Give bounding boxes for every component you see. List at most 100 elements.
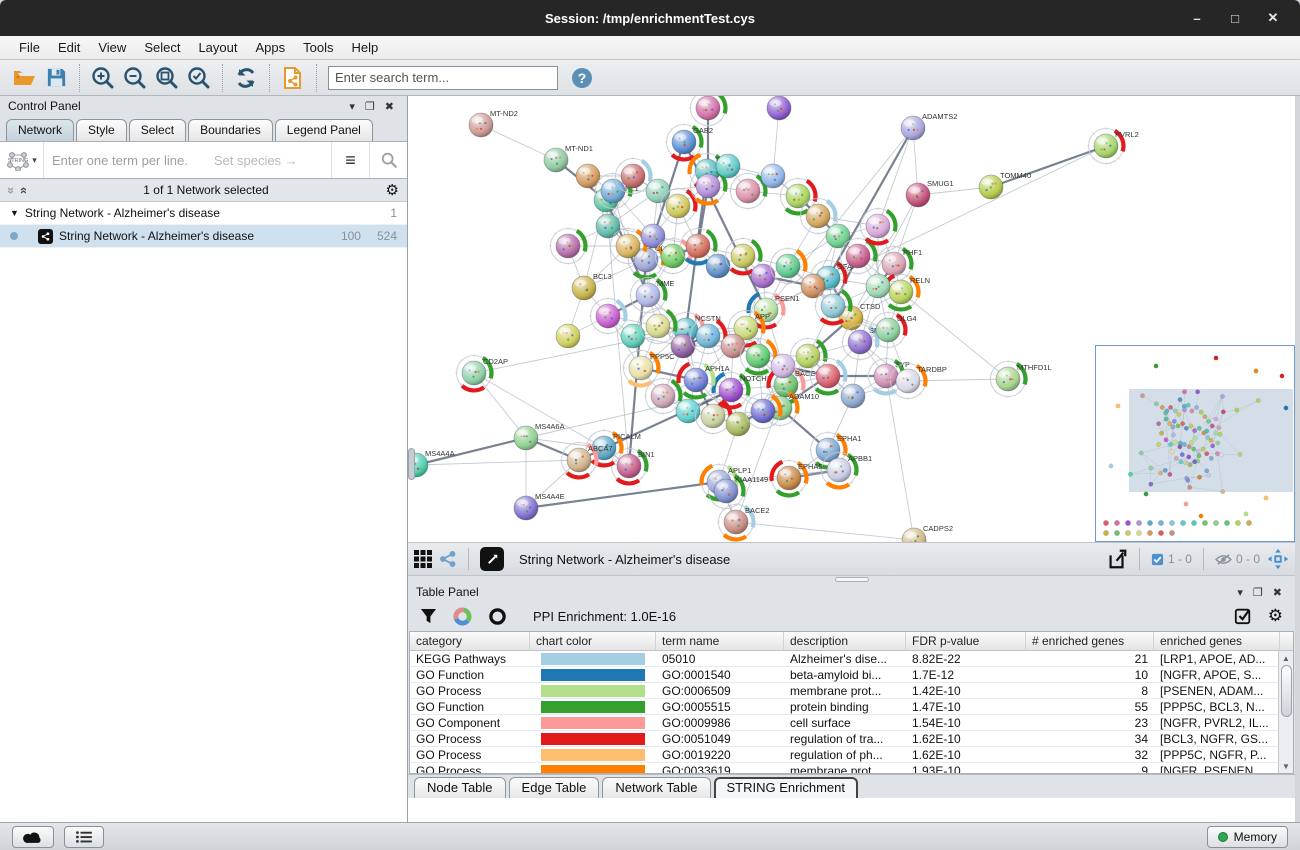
menu-layout[interactable]: Layout xyxy=(198,40,238,55)
network-node[interactable] xyxy=(575,163,601,189)
selected-count-badge[interactable]: 1 - 0 xyxy=(1151,552,1192,566)
open-session-button[interactable] xyxy=(8,63,40,93)
network-canvas[interactable]: MT-ND2MT-ND1VSNL1GAB2IRS1ADAMTS2SMUG1TOM… xyxy=(408,96,1295,543)
tab-select[interactable]: Select xyxy=(128,119,187,141)
grid-view-icon[interactable] xyxy=(414,550,432,568)
panel-float-icon[interactable]: ❐ xyxy=(364,100,375,113)
network-node[interactable] xyxy=(859,207,898,246)
network-node[interactable] xyxy=(799,197,838,235)
network-node[interactable]: MT-ND2 xyxy=(468,109,518,138)
network-node[interactable]: RELN xyxy=(881,273,930,312)
network-node[interactable] xyxy=(595,213,621,239)
table-row[interactable]: GO Function GO:0005515 protein binding 1.47… xyxy=(410,699,1278,715)
panel-menu-icon[interactable]: ▾ xyxy=(1237,586,1243,599)
ring-chart-icon[interactable] xyxy=(488,607,507,626)
network-node[interactable]: ABCA7 xyxy=(560,441,613,480)
tab-network[interactable]: Network xyxy=(6,119,75,141)
column-header-chart-color[interactable]: chart color xyxy=(530,632,656,650)
network-node[interactable]: BCL3 xyxy=(571,272,612,301)
panel-menu-icon[interactable]: ▾ xyxy=(349,100,355,113)
network-node[interactable]: MS4A6A xyxy=(513,422,565,451)
network-node[interactable]: BACE2 xyxy=(717,503,770,542)
zoom-fit-button[interactable] xyxy=(151,63,183,93)
import-network-button[interactable] xyxy=(277,63,309,93)
zoom-in-button[interactable] xyxy=(87,63,119,93)
string-search-button[interactable] xyxy=(369,142,407,178)
network-node[interactable]: MME xyxy=(629,276,675,314)
network-node[interactable]: TARDBP xyxy=(889,362,947,400)
tab-legend-panel[interactable]: Legend Panel xyxy=(274,119,373,141)
menu-help[interactable]: Help xyxy=(351,40,379,55)
export-network-icon[interactable] xyxy=(1106,548,1128,570)
tab-string-enrichment[interactable]: STRING Enrichment xyxy=(713,777,858,798)
network-node[interactable] xyxy=(729,172,768,210)
network-node[interactable]: MTHFD1L xyxy=(989,360,1052,398)
network-node[interactable] xyxy=(594,172,633,210)
column-header-term-name[interactable]: term name xyxy=(656,632,784,650)
network-node[interactable]: KIAA1149 xyxy=(707,472,768,510)
network-node[interactable]: BIN1 xyxy=(610,447,655,486)
scroll-down-icon[interactable]: ▼ xyxy=(1282,761,1290,771)
network-node[interactable] xyxy=(825,223,851,249)
scrollbar-thumb[interactable] xyxy=(1280,665,1292,717)
table-row[interactable]: GO Component GO:0009986 cell surface 1.54E-… xyxy=(410,715,1278,731)
save-session-button[interactable] xyxy=(40,63,72,93)
network-node[interactable] xyxy=(589,297,628,335)
network-node[interactable] xyxy=(840,383,866,409)
network-node[interactable] xyxy=(640,223,666,249)
menu-edit[interactable]: Edit xyxy=(57,40,81,55)
memory-button[interactable]: Memory xyxy=(1206,825,1288,848)
network-node[interactable] xyxy=(724,237,763,276)
close-button[interactable]: ✕ xyxy=(1267,10,1279,25)
network-node[interactable] xyxy=(549,227,588,265)
string-options-button[interactable]: ≡ xyxy=(331,142,369,178)
panel-close-icon[interactable]: ✖ xyxy=(1272,586,1282,599)
select-rows-checkbox-icon[interactable] xyxy=(1234,607,1252,625)
scroll-up-icon[interactable]: ▲ xyxy=(1282,653,1290,663)
network-node[interactable]: GAB2 xyxy=(665,123,713,162)
network-node[interactable] xyxy=(679,227,718,266)
table-vertical-scrollbar[interactable]: ▲ ▼ xyxy=(1278,651,1293,773)
network-node[interactable]: NOTCH1 xyxy=(711,371,771,410)
network-node[interactable] xyxy=(725,411,751,437)
search-input[interactable] xyxy=(328,65,558,90)
string-protein-query-button[interactable]: STRING ▾ xyxy=(0,142,44,178)
hidden-count-badge[interactable]: 0 - 0 xyxy=(1215,552,1260,566)
column-header-num-genes[interactable]: # enriched genes xyxy=(1026,632,1154,650)
filter-icon[interactable] xyxy=(420,608,437,625)
pan-navigate-icon[interactable] xyxy=(1267,548,1289,570)
tab-node-table[interactable]: Node Table xyxy=(414,777,506,798)
tab-edge-table[interactable]: Edge Table xyxy=(508,777,600,798)
zoom-out-button[interactable] xyxy=(119,63,151,93)
network-node[interactable] xyxy=(670,333,696,359)
menu-select[interactable]: Select xyxy=(144,40,181,55)
network-node[interactable]: SMUG1 xyxy=(905,179,954,208)
column-header-category[interactable]: category xyxy=(410,632,530,650)
network-node[interactable] xyxy=(766,96,792,121)
collapse-triangle-icon[interactable]: ▼ xyxy=(10,208,19,218)
network-node[interactable] xyxy=(744,392,783,430)
network-node[interactable] xyxy=(769,247,808,285)
table-row[interactable]: GO Process GO:0051049 regulation of tra...… xyxy=(410,731,1278,747)
table-row[interactable]: GO Process GO:0019220 regulation of ph... 1… xyxy=(410,747,1278,763)
network-node[interactable]: DLG4 xyxy=(869,311,917,349)
menu-file[interactable]: File xyxy=(19,40,40,55)
table-settings-gear-icon[interactable]: ⚙ xyxy=(1267,606,1283,625)
network-node[interactable]: APP xyxy=(727,309,770,348)
donut-chart-icon[interactable] xyxy=(453,606,472,626)
network-collection-row[interactable]: ▼ String Network - Alzheimer's disease 1 xyxy=(0,202,407,225)
network-node[interactable] xyxy=(620,323,646,349)
network-node[interactable]: PICALM xyxy=(585,429,641,468)
network-node[interactable]: APBB1 xyxy=(820,451,872,490)
panel-float-icon[interactable]: ❐ xyxy=(1252,586,1263,599)
network-node[interactable]: ADAMTS2 xyxy=(900,112,957,141)
network-node[interactable] xyxy=(750,263,776,289)
network-node[interactable] xyxy=(609,227,648,265)
network-node[interactable] xyxy=(694,397,733,435)
menu-tools[interactable]: Tools xyxy=(303,40,334,55)
column-header-description[interactable]: description xyxy=(784,632,906,650)
panel-splitter[interactable] xyxy=(408,575,1295,583)
table-row[interactable]: GO Process GO:0033619 membrane prot... 1.93… xyxy=(410,763,1278,773)
menu-view[interactable]: View xyxy=(98,40,127,55)
network-node[interactable] xyxy=(779,177,818,216)
